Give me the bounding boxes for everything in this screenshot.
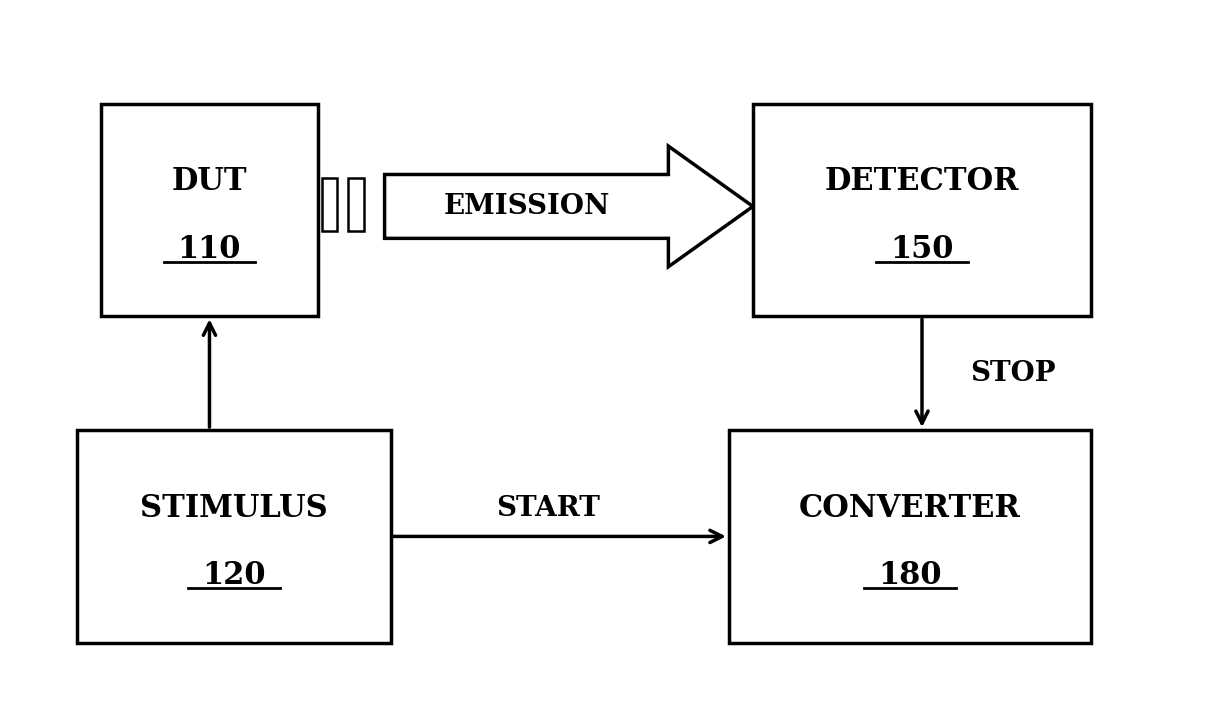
Bar [322,178,338,231]
Text: 120: 120 [202,560,265,591]
FancyBboxPatch shape [753,103,1091,317]
FancyBboxPatch shape [728,430,1091,643]
Text: CONVERTER: CONVERTER [799,493,1021,523]
Text: 150: 150 [890,233,953,264]
FancyBboxPatch shape [101,103,319,317]
Text: STIMULUS: STIMULUS [140,493,327,523]
FancyBboxPatch shape [77,430,390,643]
Text: START: START [496,495,599,521]
Text: DETECTOR: DETECTOR [824,166,1019,197]
Text: EMISSION: EMISSION [444,193,609,220]
Text: 110: 110 [178,233,241,264]
Polygon shape [384,146,753,267]
Text: STOP: STOP [970,360,1055,387]
Text: 180: 180 [878,560,941,591]
Text: DUT: DUT [171,166,247,197]
Bar [348,178,364,231]
